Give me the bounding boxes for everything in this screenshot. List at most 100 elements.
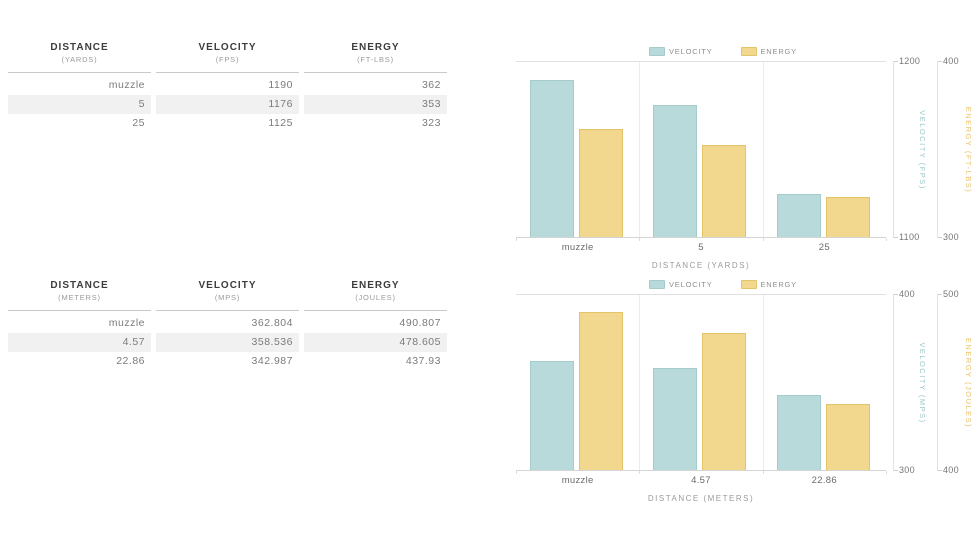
velocity-bar[interactable] <box>530 360 574 470</box>
category-label: 4.57 <box>691 475 711 486</box>
axis-tick-label: 1100 <box>899 232 920 242</box>
header-unit: (YARDS) <box>61 55 98 64</box>
axis-tick-label: 400 <box>943 56 959 66</box>
axis-tick <box>762 471 764 474</box>
chart-legend: VELOCITY ENERGY <box>516 279 930 289</box>
header-title: VELOCITY <box>198 42 257 53</box>
header-unit: (FPS) <box>215 55 240 64</box>
table-cell: 22.86 <box>116 355 145 367</box>
x-axis-title: DISTANCE (YARDS) <box>651 261 751 270</box>
category-label: 5 <box>698 242 704 253</box>
legend-item-energy[interactable]: ENERGY <box>740 279 797 289</box>
plot-area <box>516 61 887 241</box>
velocity-bar[interactable] <box>653 104 698 237</box>
energy-bar[interactable] <box>825 404 870 470</box>
gridline <box>762 295 764 470</box>
legend-label: ENERGY <box>760 279 797 289</box>
header-title: VELOCITY <box>198 280 257 291</box>
table-row: 5 1176 353 <box>8 95 447 114</box>
ballistics-table-meters: DISTANCE (METERS) VELOCITY (MPS) ENERGY … <box>8 280 447 371</box>
energy-axis-title: ENERGY (JOULES) <box>964 337 973 428</box>
table-cell: 5 <box>8 95 151 114</box>
table-cell: 358.536 <box>156 333 299 352</box>
plot-area <box>516 294 887 474</box>
velocity-energy-chart-yards: VELOCITY ENERGY 1200 1100 VELOCITY (FPS)… <box>516 46 978 270</box>
axis-tick <box>516 238 517 241</box>
velocity-bar[interactable] <box>530 80 574 237</box>
energy-axis-title: ENERGY (FT-LBS) <box>964 106 973 193</box>
energy-bar[interactable] <box>579 312 623 470</box>
table-cell: 362.804 <box>251 317 293 329</box>
velocity-bar[interactable] <box>776 395 821 470</box>
x-category-labels: muzzle 4.57 22.86 <box>516 475 886 486</box>
legend-item-energy[interactable]: ENERGY <box>740 46 797 56</box>
header-title: ENERGY <box>351 42 400 53</box>
header-title: DISTANCE <box>50 42 109 53</box>
table-cell: 4.57 <box>8 333 151 352</box>
category-label: 25 <box>818 242 830 253</box>
energy-bar[interactable] <box>702 333 747 470</box>
table-header-row: DISTANCE (METERS) VELOCITY (MPS) ENERGY … <box>8 280 447 311</box>
energy-swatch-icon <box>740 46 757 56</box>
table-header-velocity: VELOCITY (MPS) <box>156 280 299 311</box>
legend-item-velocity[interactable]: VELOCITY <box>649 279 713 289</box>
table-cell: 342.987 <box>251 355 293 367</box>
axis-tick <box>938 294 942 295</box>
header-unit: (JOULES) <box>355 293 396 302</box>
table-header-velocity: VELOCITY (FPS) <box>156 42 299 73</box>
table-header-row: DISTANCE (YARDS) VELOCITY (FPS) ENERGY (… <box>8 42 447 73</box>
table-body: muzzle 362.804 490.807 4.57 358.536 478.605 22… <box>8 314 447 371</box>
axis-tick <box>938 237 942 238</box>
axis-tick <box>894 470 898 471</box>
axis-tick-label: 500 <box>943 289 959 299</box>
chart-legend: VELOCITY ENERGY <box>516 46 930 56</box>
axis-tick-label: 400 <box>943 465 959 475</box>
table-row: muzzle 1190 362 <box>8 76 447 95</box>
table-row: 25 1125 323 <box>8 114 447 133</box>
category-label: muzzle <box>561 242 594 253</box>
velocity-swatch-icon <box>649 279 665 289</box>
axis-tick <box>938 470 942 471</box>
velocity-energy-chart-meters: VELOCITY ENERGY 400 300 VELOCITY (MPS) 5… <box>516 279 978 503</box>
category-label: muzzle <box>561 475 594 486</box>
table-cell: 25 <box>132 117 145 129</box>
table-header-energy: ENERGY (JOULES) <box>304 280 447 311</box>
table-cell: muzzle <box>108 79 145 91</box>
energy-swatch-icon <box>740 279 757 289</box>
axis-tick <box>639 471 641 474</box>
axis-tick <box>762 238 764 241</box>
axis-tick <box>886 471 887 474</box>
gridline <box>762 62 764 237</box>
header-unit: (METERS) <box>58 293 101 302</box>
legend-item-velocity[interactable]: VELOCITY <box>649 46 713 56</box>
velocity-bar[interactable] <box>653 368 698 470</box>
x-axis-title: DISTANCE (METERS) <box>647 494 755 503</box>
energy-bar[interactable] <box>825 197 870 237</box>
table-header-distance: DISTANCE (YARDS) <box>8 42 151 73</box>
table-cell: 478.605 <box>304 333 447 352</box>
gridline <box>639 62 641 237</box>
x-category-labels: muzzle 5 25 <box>516 242 886 253</box>
axis-tick <box>894 237 898 238</box>
axis-tick <box>938 61 942 62</box>
table-cell: 490.807 <box>399 317 441 329</box>
table-header-distance: DISTANCE (METERS) <box>8 280 151 311</box>
table-cell: 353 <box>304 95 447 114</box>
table-cell: 1190 <box>268 79 293 91</box>
axis-tick <box>894 61 898 62</box>
energy-bar[interactable] <box>702 144 747 237</box>
legend-label: VELOCITY <box>669 46 713 56</box>
axis-tick-label: 400 <box>899 289 915 299</box>
table-row: 4.57 358.536 478.605 <box>8 333 447 352</box>
table-row: 22.86 342.987 437.93 <box>8 352 447 371</box>
axis-tick <box>516 471 517 474</box>
energy-bar[interactable] <box>579 129 623 237</box>
energy-y-axis: 500 400 ENERGY (JOULES) <box>937 289 978 475</box>
velocity-bar[interactable] <box>776 193 821 237</box>
table-body: muzzle 1190 362 5 1176 353 25 1125 323 <box>8 76 447 133</box>
header-title: ENERGY <box>351 280 400 291</box>
header-unit: (FT-LBS) <box>357 55 394 64</box>
table-header-energy: ENERGY (FT-LBS) <box>304 42 447 73</box>
axis-tick-label: 300 <box>943 232 959 242</box>
legend-label: VELOCITY <box>669 279 713 289</box>
